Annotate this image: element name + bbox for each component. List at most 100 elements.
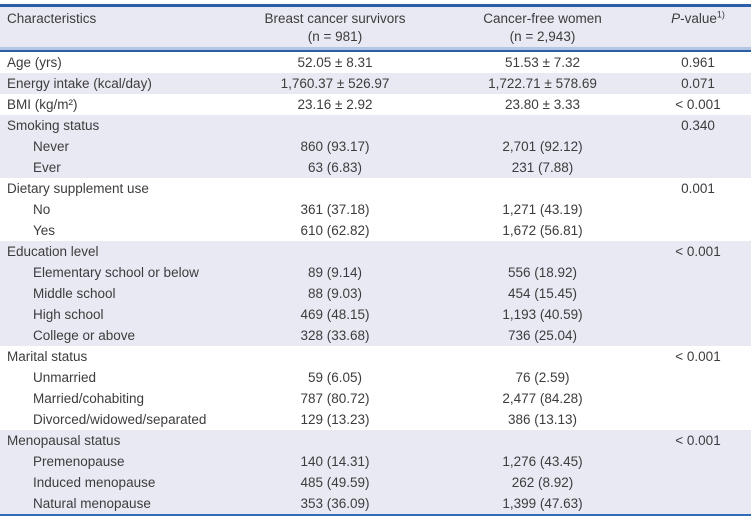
table-row: Married/cohabiting 787 (80.72) 2,477 (84.2… — [0, 388, 751, 409]
bcs-value: 1,760.37 ± 526.97 — [230, 73, 440, 94]
row-label: Education level — [0, 241, 230, 262]
bcs-value — [230, 115, 440, 136]
p-value — [645, 304, 751, 325]
row-label: Never — [0, 136, 230, 157]
row-label: BMI (kg/m²) — [7, 97, 78, 112]
cfw-value: 76 (2.59) — [515, 370, 570, 385]
bcs-value: 328 (33.68) — [230, 325, 440, 346]
bcs-value — [230, 178, 440, 199]
row-label: Energy intake (kcal/day) — [0, 73, 230, 94]
column-header-label: Cancer-free women — [483, 11, 602, 26]
table-header: Characteristics Breast cancer survivors … — [0, 5, 751, 52]
row-label: Married/cohabiting — [33, 391, 145, 406]
cfw-value — [440, 430, 645, 451]
bcs-value: 23.16 ± 2.92 — [297, 97, 373, 112]
p-value — [645, 493, 751, 515]
table-row: Marital status < 0.001 — [0, 346, 751, 367]
p-value: < 0.001 — [645, 430, 751, 451]
cfw-value: 2,701 (92.12) — [440, 136, 645, 157]
p-value: 0.961 — [681, 55, 715, 70]
cfw-value: 1,399 (47.63) — [440, 493, 645, 515]
cfw-value: 1,271 (43.19) — [502, 202, 583, 217]
table-body: Age (yrs) 52.05 ± 8.31 51.53 ± 7.32 0.961 E… — [0, 51, 751, 515]
p-value — [645, 367, 751, 388]
row-label: No — [33, 202, 51, 217]
row-label: Age (yrs) — [7, 55, 62, 70]
p-value — [645, 451, 751, 472]
bcs-value — [230, 430, 440, 451]
table-row: Premenopause 140 (14.31) 1,276 (43.45) — [0, 451, 751, 472]
table-row: Divorced/widowed/separated 129 (13.23) 386… — [0, 409, 751, 430]
cfw-value: 51.53 ± 7.32 — [505, 55, 580, 70]
p-value — [645, 472, 751, 493]
cfw-value — [440, 178, 645, 199]
table-row: Ever 63 (6.83) 231 (7.88) — [0, 157, 751, 178]
row-label: Marital status — [7, 349, 88, 364]
footnote-marker: 1) — [716, 9, 725, 20]
cfw-value — [440, 115, 645, 136]
bcs-value: 787 (80.72) — [300, 391, 370, 406]
row-label: Ever — [0, 157, 230, 178]
column-header-label: Breast cancer survivors — [264, 11, 406, 26]
bcs-value: 88 (9.03) — [230, 283, 440, 304]
p-value — [645, 157, 751, 178]
row-label: College or above — [0, 325, 230, 346]
cfw-value: 1,276 (43.45) — [440, 451, 645, 472]
table-row: Yes 610 (62.82) 1,672 (56.81) — [0, 220, 751, 241]
table-row: BMI (kg/m²) 23.16 ± 2.92 23.80 ± 3.33 < 0.0… — [0, 94, 751, 115]
p-value — [645, 199, 751, 220]
p-value — [645, 388, 751, 409]
bcs-value: 63 (6.83) — [230, 157, 440, 178]
row-label: Unmarried — [33, 370, 97, 385]
table-row: Menopausal status < 0.001 — [0, 430, 751, 451]
cfw-value: 556 (18.92) — [440, 262, 645, 283]
table-row: Dietary supplement use 0.001 — [0, 178, 751, 199]
row-label: High school — [0, 304, 230, 325]
p-value: < 0.001 — [645, 241, 751, 262]
p-value: 0.340 — [645, 115, 751, 136]
p-value: < 0.001 — [675, 349, 721, 364]
table-row: High school 469 (48.15) 1,193 (40.59) — [0, 304, 751, 325]
cfw-value: 386 (13.13) — [507, 412, 578, 427]
cfw-value: 2,477 (84.28) — [502, 391, 583, 406]
bcs-value: 361 (37.18) — [300, 202, 370, 217]
column-header-sublabel: (n = 2,943) — [509, 29, 576, 44]
p-value — [645, 283, 751, 304]
p-value — [645, 262, 751, 283]
bcs-value — [230, 241, 440, 262]
p-value — [645, 409, 751, 430]
column-header-characteristics: Characteristics — [0, 5, 230, 52]
cfw-value — [440, 346, 645, 367]
table-row: Age (yrs) 52.05 ± 8.31 51.53 ± 7.32 0.961 — [0, 51, 751, 73]
row-label: Dietary supplement use — [7, 181, 149, 196]
column-header-sublabel: (n = 981) — [307, 29, 363, 44]
column-header-cancer-free-women: Cancer-free women (n = 2,943) — [440, 5, 645, 52]
table-row: Energy intake (kcal/day) 1,760.37 ± 526.9… — [0, 73, 751, 94]
bcs-value: 89 (9.14) — [230, 262, 440, 283]
row-label: Divorced/widowed/separated — [33, 412, 207, 427]
p-value-label-rest: -value — [680, 11, 717, 26]
cfw-value: 1,672 (56.81) — [502, 223, 583, 238]
cfw-value: 262 (8.92) — [440, 472, 645, 493]
table-row: No 361 (37.18) 1,271 (43.19) — [0, 199, 751, 220]
table-row: Unmarried 59 (6.05) 76 (2.59) — [0, 367, 751, 388]
row-label: Smoking status — [0, 115, 230, 136]
table-row: Induced menopause 485 (49.59) 262 (8.92) — [0, 472, 751, 493]
p-value — [645, 220, 751, 241]
column-header-p-value: P-value1) — [645, 5, 751, 52]
cfw-value — [440, 241, 645, 262]
characteristics-table: Characteristics Breast cancer survivors … — [0, 4, 751, 516]
row-label: Elementary school or below — [0, 262, 230, 283]
bcs-value: 140 (14.31) — [230, 451, 440, 472]
bcs-value: 610 (62.82) — [300, 223, 370, 238]
cfw-value: 1,193 (40.59) — [440, 304, 645, 325]
bcs-value: 52.05 ± 8.31 — [297, 55, 373, 70]
table-row: Elementary school or below 89 (9.14) 556 (… — [0, 262, 751, 283]
bcs-value: 485 (49.59) — [230, 472, 440, 493]
row-label: Menopausal status — [0, 430, 230, 451]
bcs-value: 860 (93.17) — [230, 136, 440, 157]
bcs-value: 469 (48.15) — [230, 304, 440, 325]
table-row: College or above 328 (33.68) 736 (25.04) — [0, 325, 751, 346]
table-row: Natural menopause 353 (36.09) 1,399 (47.63… — [0, 493, 751, 515]
cfw-value: 231 (7.88) — [440, 157, 645, 178]
